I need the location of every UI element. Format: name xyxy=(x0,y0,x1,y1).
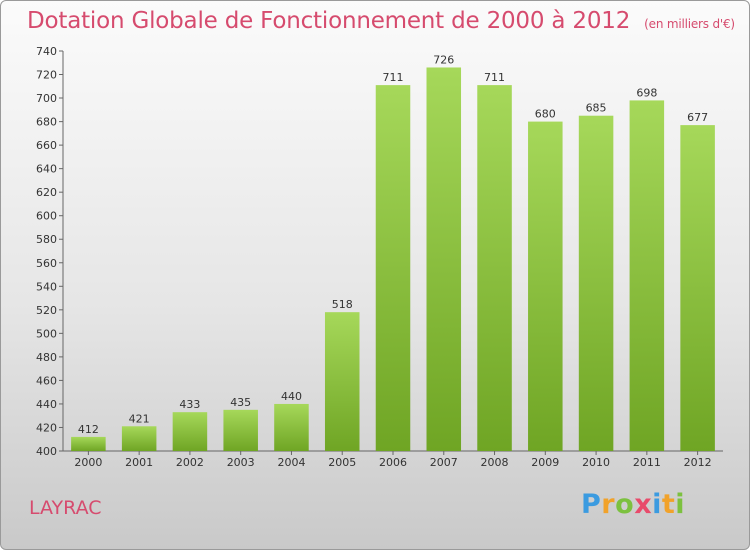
chart-title: Dotation Globale de Fonctionnement de 20… xyxy=(27,8,735,34)
y-tick-label: 500 xyxy=(36,327,57,340)
y-tick-label: 580 xyxy=(36,233,57,246)
y-tick-label: 720 xyxy=(36,69,57,82)
bar-2002 xyxy=(172,412,208,451)
x-tick-label: 2003 xyxy=(227,456,255,469)
x-axis-ticks: 2000 2001 2002 2003 2004 2005 2006 2007 2008 2009… xyxy=(74,451,712,469)
y-tick-label: 600 xyxy=(36,210,57,223)
x-tick-label: 2011 xyxy=(633,456,661,469)
bar-2001 xyxy=(121,426,157,451)
bar-2005 xyxy=(324,312,360,451)
x-tick-label: 2000 xyxy=(74,456,102,469)
x-tick-label: 2012 xyxy=(684,456,712,469)
bar-value-label: 726 xyxy=(433,53,454,66)
chart-title-text: Dotation Globale de Fonctionnement de 20… xyxy=(27,8,631,34)
y-tick-label: 520 xyxy=(36,304,57,317)
y-tick-label: 660 xyxy=(36,139,57,152)
bar-value-label: 440 xyxy=(281,390,302,403)
bar-value-label: 711 xyxy=(484,71,505,84)
bar-value-label: 677 xyxy=(687,111,708,124)
bar-2006 xyxy=(375,85,411,451)
x-tick-label: 2004 xyxy=(277,456,305,469)
y-axis-ticks: 400 420 440 460 480 500 520 540 560 580 600 620 640 6… xyxy=(36,45,63,458)
y-tick-label: 480 xyxy=(36,351,57,364)
y-tick-label: 700 xyxy=(36,92,57,105)
y-tick-label: 460 xyxy=(36,374,57,387)
bar-2008 xyxy=(477,85,512,451)
y-tick-label: 400 xyxy=(36,445,57,458)
bar-2000 xyxy=(71,436,106,451)
y-tick-label: 740 xyxy=(36,45,57,58)
bar-value-label: 680 xyxy=(535,108,556,121)
x-tick-label: 2002 xyxy=(176,456,204,469)
y-tick-label: 420 xyxy=(36,421,57,434)
bar-value-label: 685 xyxy=(586,102,607,115)
bar-2004 xyxy=(274,403,309,451)
x-tick-label: 2001 xyxy=(125,456,153,469)
logo-letter: x xyxy=(634,489,653,520)
bar-2007 xyxy=(426,67,462,452)
bar-2010 xyxy=(578,115,614,452)
x-tick-label: 2010 xyxy=(582,456,610,469)
logo-letter: i xyxy=(675,489,686,520)
y-tick-label: 440 xyxy=(36,398,57,411)
x-tick-label: 2006 xyxy=(379,456,407,469)
bar-value-label: 518 xyxy=(332,298,353,311)
logo-letter: r xyxy=(601,489,616,520)
bar-2011 xyxy=(629,100,665,451)
y-tick-label: 620 xyxy=(36,186,57,199)
commune-name: LAYRAC xyxy=(29,497,102,519)
x-tick-label: 2007 xyxy=(430,456,458,469)
bar-2009 xyxy=(528,121,563,452)
x-tick-label: 2009 xyxy=(531,456,559,469)
bars: 412 421 433 435 440 518 711 726 711 680 685 698 677 xyxy=(71,53,715,452)
bar-value-label: 433 xyxy=(179,398,200,411)
logo-letter: P xyxy=(581,489,602,520)
bar-value-label: 412 xyxy=(78,423,99,436)
proxiti-logo[interactable]: Proxiti xyxy=(581,489,685,520)
chart-subtitle: (en milliers d'€) xyxy=(644,17,735,31)
y-tick-label: 680 xyxy=(36,116,57,129)
bar-value-label: 711 xyxy=(383,71,404,84)
bar-2012 xyxy=(680,125,715,451)
bar-value-label: 435 xyxy=(230,396,251,409)
y-tick-label: 640 xyxy=(36,163,57,176)
y-tick-label: 560 xyxy=(36,257,57,270)
y-tick-label: 540 xyxy=(36,280,57,293)
logo-letter: i xyxy=(652,489,662,520)
bar-2003 xyxy=(223,409,258,451)
logo-letter: t xyxy=(661,489,676,520)
bar-value-label: 698 xyxy=(636,86,657,99)
logo-letter: o xyxy=(615,489,635,520)
x-tick-label: 2005 xyxy=(328,456,356,469)
bar-value-label: 421 xyxy=(129,412,150,425)
x-tick-label: 2008 xyxy=(481,456,509,469)
